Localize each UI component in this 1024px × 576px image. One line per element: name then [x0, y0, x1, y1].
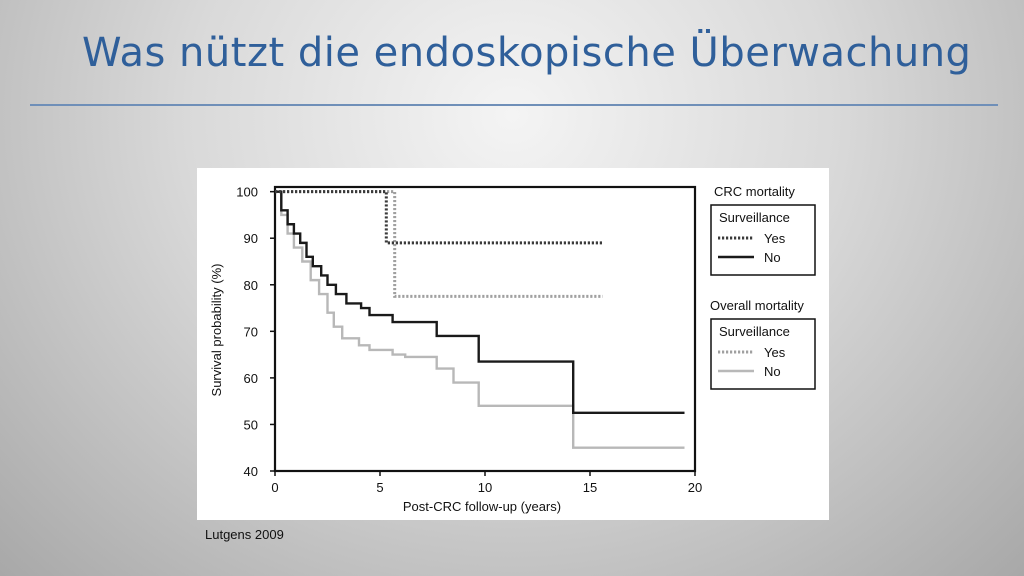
- series-line-crc-mortality-no: [275, 190, 685, 415]
- series-line-overall-mortality-no: [275, 190, 685, 449]
- legend-entry-label: Yes: [764, 231, 786, 246]
- x-tick-label: 5: [376, 480, 383, 495]
- legend-group-title: Overall mortality: [710, 298, 804, 313]
- title-underline: [30, 104, 998, 106]
- survival-figure: 40 50 60 70 80 90 100 0 5 10 15 20 Survival probabi…: [197, 168, 829, 520]
- y-tick-label: 70: [244, 324, 258, 339]
- x-tick-label: 10: [478, 480, 492, 495]
- x-axis-label: Post-CRC follow-up (years): [403, 499, 561, 514]
- y-tick-label: 90: [244, 231, 258, 246]
- legend-entry-label: No: [764, 364, 781, 379]
- legend-entry-label: Yes: [764, 345, 786, 360]
- y-tick-label: 60: [244, 371, 258, 386]
- legend-box: [710, 204, 816, 276]
- series-line-overall-mortality-yes: [275, 190, 603, 298]
- legend-group-title: CRC mortality: [714, 184, 795, 199]
- x-tick-label: 20: [688, 480, 702, 495]
- y-tick-label: 50: [244, 417, 258, 432]
- legend-box: [710, 318, 816, 390]
- slide-title: Was nützt die endoskopische Überwachung: [82, 30, 972, 76]
- legend-box-title: Surveillance: [719, 210, 790, 225]
- x-tick-label: 0: [271, 480, 278, 495]
- figure-caption: Lutgens 2009: [205, 527, 284, 542]
- y-axis-label: Survival probability (%): [209, 264, 224, 397]
- survival-chart: 40 50 60 70 80 90 100 0 5 10 15 20 Survival probabi…: [209, 184, 816, 514]
- legend-entry-label: No: [764, 250, 781, 265]
- series-line-crc-mortality-yes: [275, 190, 603, 245]
- legend-box-title: Surveillance: [719, 324, 790, 339]
- y-tick-label: 80: [244, 278, 258, 293]
- y-tick-label: 100: [236, 185, 258, 200]
- y-tick-label: 40: [244, 464, 258, 479]
- x-tick-label: 15: [583, 480, 597, 495]
- plot-frame: [273, 185, 697, 473]
